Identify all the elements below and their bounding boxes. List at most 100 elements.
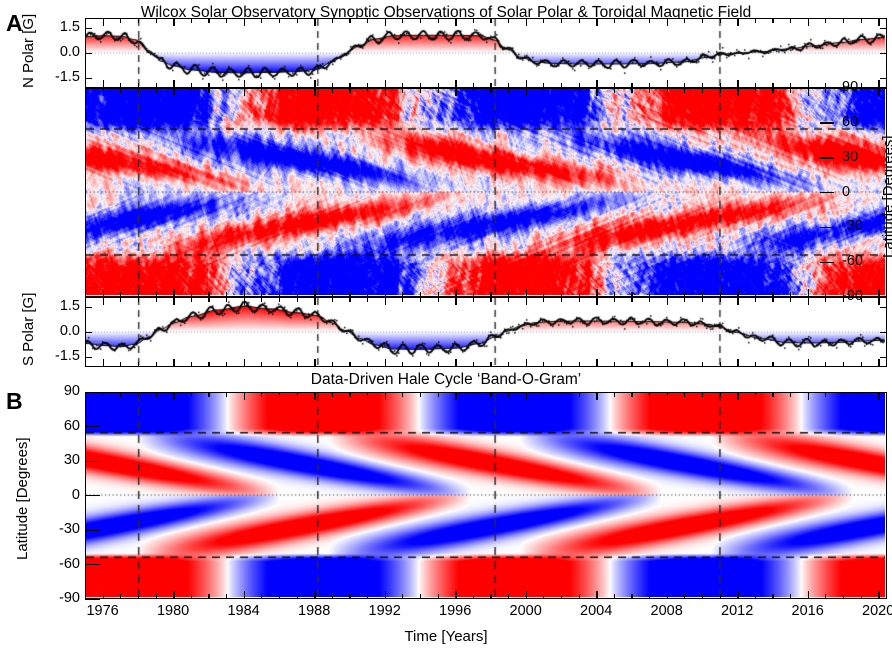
x-major-tick — [666, 591, 669, 599]
x-minor-tick — [578, 292, 580, 297]
x-minor-tick — [137, 594, 140, 599]
x-minor-tick — [437, 362, 439, 367]
x-minor-tick-top — [790, 392, 792, 397]
band-o-gram-lat-tick-mark — [85, 391, 100, 393]
x-minor-tick — [490, 83, 492, 88]
x-major-tick-top — [525, 18, 528, 26]
x-tick-label: 1996 — [439, 603, 472, 619]
x-minor-tick-top — [543, 18, 545, 23]
x-minor-tick — [349, 362, 351, 367]
x-major-tick-top — [878, 88, 880, 96]
x-major-tick-top — [666, 297, 669, 305]
x-minor-tick — [419, 594, 422, 599]
south-polar-ytick-mark-right — [880, 356, 887, 358]
x-minor-tick-top — [631, 88, 633, 93]
x-minor-tick — [631, 292, 633, 297]
x-major-tick — [525, 591, 528, 599]
x-minor-tick — [631, 362, 633, 367]
x-major-tick-top — [173, 297, 175, 305]
south-polar-ytick-mark — [85, 356, 92, 358]
band-o-gram-lat-tick-mark — [85, 460, 100, 462]
x-major-tick-top — [596, 18, 598, 26]
x-minor-tick — [349, 594, 351, 599]
x-minor-tick — [349, 83, 351, 88]
north-polar-ytick-mark-right — [880, 77, 887, 79]
x-minor-tick — [226, 83, 228, 88]
x-minor-tick-top — [120, 297, 122, 302]
x-minor-tick-top — [508, 18, 510, 23]
magnetic-butterfly-canvas — [86, 89, 885, 295]
x-minor-tick-top — [613, 88, 615, 93]
x-major-tick-top — [243, 18, 246, 26]
x-major-tick — [455, 359, 457, 367]
x-minor-tick-top — [631, 392, 633, 397]
x-minor-tick-top — [137, 88, 140, 93]
x-minor-tick — [684, 292, 686, 297]
x-major-tick — [455, 591, 457, 599]
north-polar-field-canvas — [86, 19, 885, 86]
x-minor-tick — [402, 362, 404, 367]
x-major-tick-top — [596, 392, 598, 400]
x-minor-tick-top — [296, 297, 298, 302]
x-minor-tick — [631, 83, 633, 88]
north-polar-ytick-label: 1.5 — [59, 19, 80, 35]
x-minor-tick — [137, 292, 140, 297]
x-major-tick — [878, 289, 880, 297]
north-polar-plot-frame — [85, 18, 887, 88]
x-minor-tick-top — [261, 297, 263, 302]
x-minor-tick — [472, 83, 474, 88]
x-minor-tick — [296, 594, 298, 599]
band-o-gram-lat-tick-label: -90 — [59, 590, 80, 606]
x-minor-tick — [613, 594, 615, 599]
x-minor-tick-top — [331, 88, 333, 93]
x-minor-tick-top — [208, 18, 210, 23]
north-polar-ytick-mark-right — [880, 27, 887, 29]
x-major-tick — [173, 80, 175, 88]
x-minor-tick-top — [649, 297, 651, 302]
x-major-tick-top — [384, 297, 387, 305]
x-major-tick-top — [384, 18, 387, 26]
x-minor-tick-top — [701, 18, 704, 23]
x-minor-tick-top — [578, 88, 580, 93]
x-major-tick-top — [102, 392, 105, 400]
x-minor-tick — [825, 292, 827, 297]
x-major-tick-top — [173, 18, 175, 26]
x-minor-tick — [261, 292, 263, 297]
x-minor-tick-top — [842, 297, 845, 302]
x-major-tick — [243, 289, 246, 297]
x-major-tick-top — [173, 392, 175, 400]
x-minor-tick-top — [261, 18, 263, 23]
butterfly-lat-tick-mark — [820, 296, 834, 298]
x-major-tick — [243, 359, 246, 367]
south-polar-ytick-mark-right — [880, 331, 887, 333]
south-polar-ytick-label: -1.5 — [55, 348, 80, 364]
x-minor-tick — [560, 292, 563, 297]
x-minor-tick — [790, 594, 792, 599]
x-minor-tick-top — [825, 88, 827, 93]
x-minor-tick-top — [701, 88, 704, 93]
x-minor-tick — [772, 362, 774, 367]
x-minor-tick — [701, 362, 704, 367]
x-minor-tick — [719, 594, 721, 599]
x-minor-tick — [754, 292, 756, 297]
x-major-tick — [102, 359, 105, 367]
x-minor-tick — [367, 83, 369, 88]
x-minor-tick-top — [860, 18, 862, 23]
x-minor-tick — [155, 594, 157, 599]
x-major-tick — [878, 591, 880, 599]
x-minor-tick — [649, 362, 651, 367]
x-minor-tick-top — [684, 18, 686, 23]
x-minor-tick-top — [402, 88, 404, 93]
x-minor-tick-top — [367, 392, 369, 397]
x-major-tick — [737, 591, 739, 599]
x-minor-tick — [490, 594, 492, 599]
x-minor-tick — [261, 83, 263, 88]
x-minor-tick-top — [754, 18, 756, 23]
x-minor-tick — [825, 362, 827, 367]
x-major-tick — [173, 591, 175, 599]
x-major-tick-top — [455, 392, 457, 400]
x-minor-tick — [560, 362, 563, 367]
x-minor-tick-top — [472, 18, 474, 23]
x-major-tick — [384, 80, 387, 88]
x-major-tick — [314, 80, 316, 88]
